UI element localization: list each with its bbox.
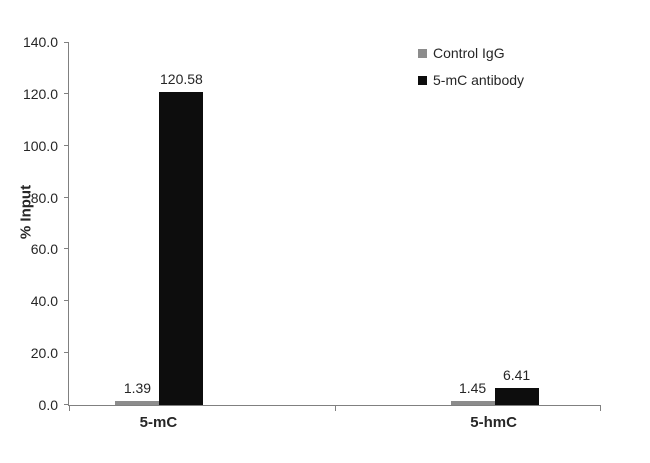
x-tick-mark	[335, 405, 336, 411]
legend-entry-control-igg: Control IgG	[418, 46, 524, 61]
x-category-label-5-mc: 5-mC	[139, 414, 178, 431]
y-tick-label: 120.0	[22, 85, 58, 102]
y-tick-label: 100.0	[22, 137, 58, 154]
y-tick-mark	[64, 42, 69, 43]
bar-5-hmc-5-mc-antibody: 6.41	[494, 367, 539, 405]
legend-label: Control IgG	[433, 45, 505, 61]
y-tick-mark	[64, 196, 69, 198]
bar-value-label: 120.58	[160, 71, 203, 88]
y-tick-mark	[64, 92, 69, 94]
y-tick-mark	[64, 300, 69, 302]
y-tick-mark	[64, 404, 69, 405]
legend: Control IgG 5-mC antibody	[418, 46, 524, 88]
legend-swatch-icon	[418, 76, 427, 85]
y-tick-mark	[64, 248, 69, 250]
bar-5-mc-control-igg: 1.39	[115, 380, 160, 405]
x-tick-mark	[600, 405, 601, 411]
legend-swatch-icon	[418, 49, 427, 58]
bar-group-5-hmc: 1.45 6.41	[450, 367, 539, 405]
legend-entry-5-mc-antibody: 5-mC antibody	[418, 73, 524, 88]
y-tick-label: 60.0	[30, 241, 58, 258]
y-tick-label: 140.0	[22, 34, 58, 50]
bar-5-mc-5-mc-antibody: 120.58	[159, 71, 204, 405]
y-tick-mark	[64, 352, 69, 354]
legend-label: 5-mC antibody	[433, 72, 525, 88]
bar-5-hmc-control-igg: 1.45	[450, 380, 495, 405]
bar-group-5-mc: 1.39 120.58	[115, 71, 204, 405]
x-tick-mark	[69, 405, 70, 411]
y-tick-label: 80.0	[30, 189, 58, 206]
x-category-labels: 5-mC 5-hmC	[68, 414, 600, 438]
y-tick-label: 40.0	[30, 293, 58, 310]
y-tick-label: 0.0	[38, 397, 58, 413]
y-tick-labels: 0.0 20.0 40.0 60.0 80.0 100.0 120.0 140.0	[0, 34, 60, 413]
plot-area: 1.39 120.58 1.45 6.41	[64, 42, 601, 411]
x-category-label-5-hmc: 5-hmC	[470, 414, 517, 431]
bar-value-label: 1.45	[458, 380, 487, 397]
y-tick-label: 20.0	[30, 345, 58, 362]
bar-value-label: 6.41	[502, 367, 531, 384]
bar-value-label: 1.39	[123, 380, 152, 397]
y-tick-mark	[64, 144, 69, 146]
